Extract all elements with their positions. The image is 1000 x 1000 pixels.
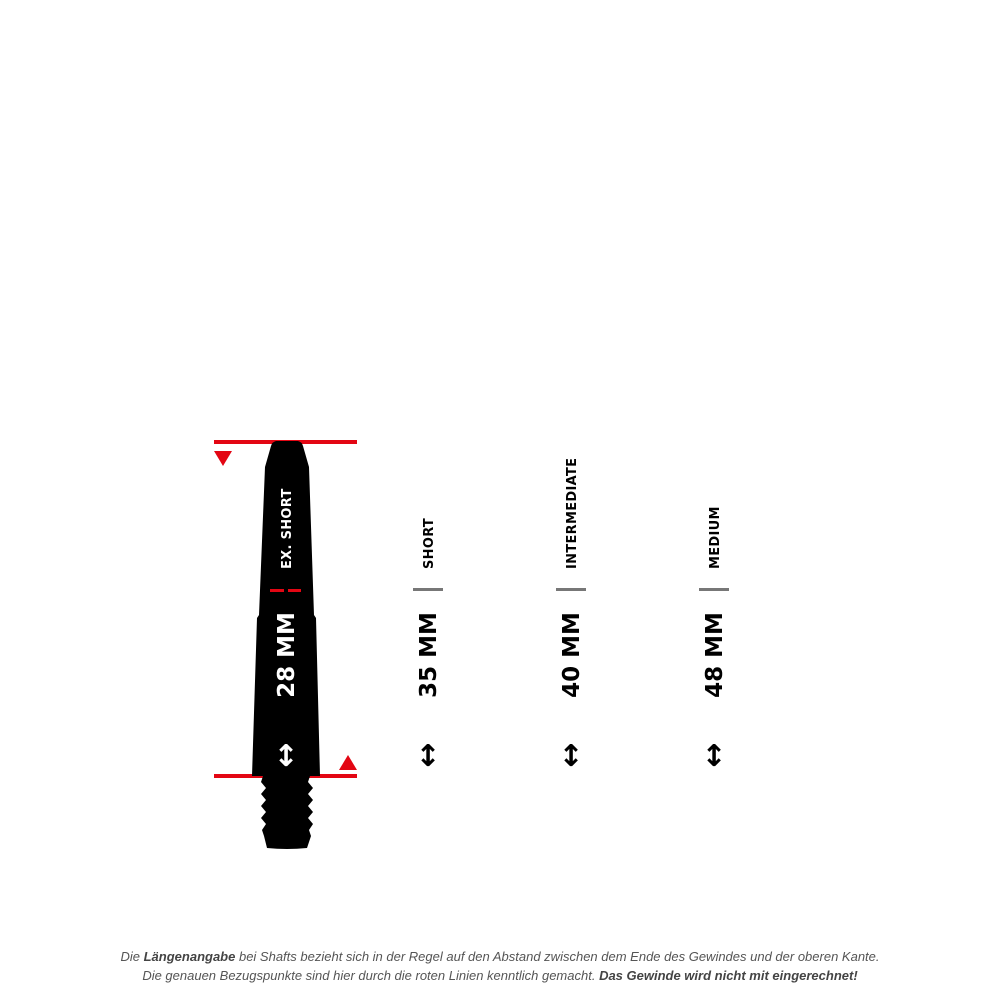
column-marker — [699, 588, 729, 591]
down-triangle-icon — [214, 451, 232, 466]
up-down-arrow-icon: ↕ — [558, 739, 583, 774]
ex-short-marker — [270, 589, 284, 592]
up-down-arrow-icon: ↕ — [273, 739, 298, 774]
up-down-arrow-icon: ↕ — [415, 739, 440, 774]
footnote-line-2: Die genauen Bezugspunkte sind hier durch… — [0, 966, 1000, 985]
column-length: 40 MM — [559, 612, 585, 698]
column-marker — [413, 588, 443, 591]
length-column-medium: MEDIUM 48 MM ↕ — [699, 506, 729, 774]
column-label: INTERMEDIATE — [565, 458, 580, 569]
up-triangle-icon — [339, 755, 357, 770]
footnote: Die Längenangabe bei Shafts bezieht sich… — [0, 947, 1000, 985]
length-column-intermediate: INTERMEDIATE 40 MM ↕ — [556, 458, 586, 774]
footnote-text: Die — [120, 949, 144, 964]
column-marker — [556, 588, 586, 591]
footnote-text: bei Shafts bezieht sich in der Regel auf… — [235, 949, 880, 964]
footnote-text: Die genauen Bezugspunkte sind hier durch… — [142, 968, 600, 983]
shaft-body — [252, 441, 320, 776]
footnote-bold: Das Gewinde wird nicht mit eingerechnet! — [599, 968, 858, 983]
shaft-length: 28 MM — [274, 612, 300, 698]
column-length: 48 MM — [702, 612, 728, 698]
column-length: 35 MM — [416, 612, 442, 698]
length-column-short: SHORT 35 MM ↕ — [413, 518, 443, 774]
shaft-thread — [261, 776, 313, 849]
column-label: MEDIUM — [708, 506, 723, 569]
column-label: SHORT — [422, 518, 437, 569]
ex-short-marker — [288, 589, 301, 592]
footnote-line-1: Die Längenangabe bei Shafts bezieht sich… — [0, 947, 1000, 966]
up-down-arrow-icon: ↕ — [701, 739, 726, 774]
footnote-bold: Längenangabe — [143, 949, 236, 964]
shaft-label: EX. SHORT — [280, 488, 295, 569]
